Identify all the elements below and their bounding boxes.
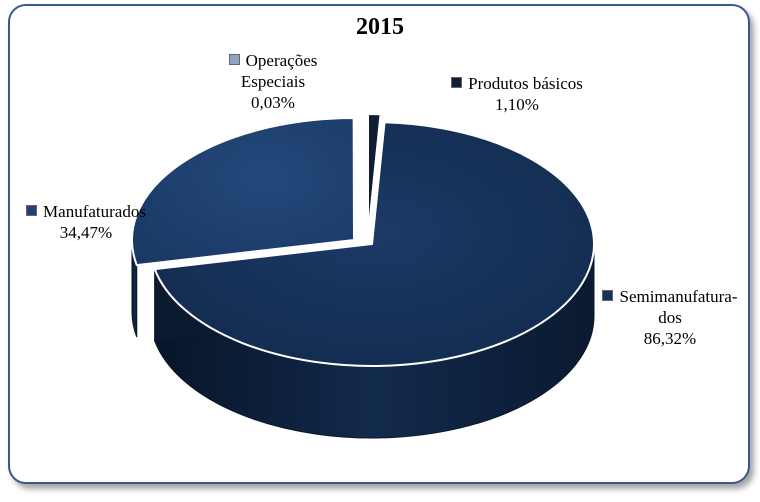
swatch-semimanufaturados-icon — [602, 290, 614, 301]
chart-title: 2015 — [356, 14, 404, 40]
label-manufaturados: Manufaturados 34,47% — [20, 201, 152, 243]
label-produtos-basicos: Produtos básicos 1,10% — [444, 73, 590, 115]
swatch-produtos-icon — [451, 77, 463, 88]
swatch-operacoes-icon — [228, 54, 240, 65]
slice-manufaturados — [131, 116, 356, 267]
label-semimanufaturados: Semimanufatura- dos 86,32% — [596, 286, 744, 349]
slice-produtos-basicos — [367, 112, 382, 237]
slice-semimanufaturados — [153, 121, 595, 367]
swatch-manufaturados-icon — [26, 205, 38, 216]
label-operacoes-especiais: Operações Especiais 0,03% — [218, 50, 328, 113]
